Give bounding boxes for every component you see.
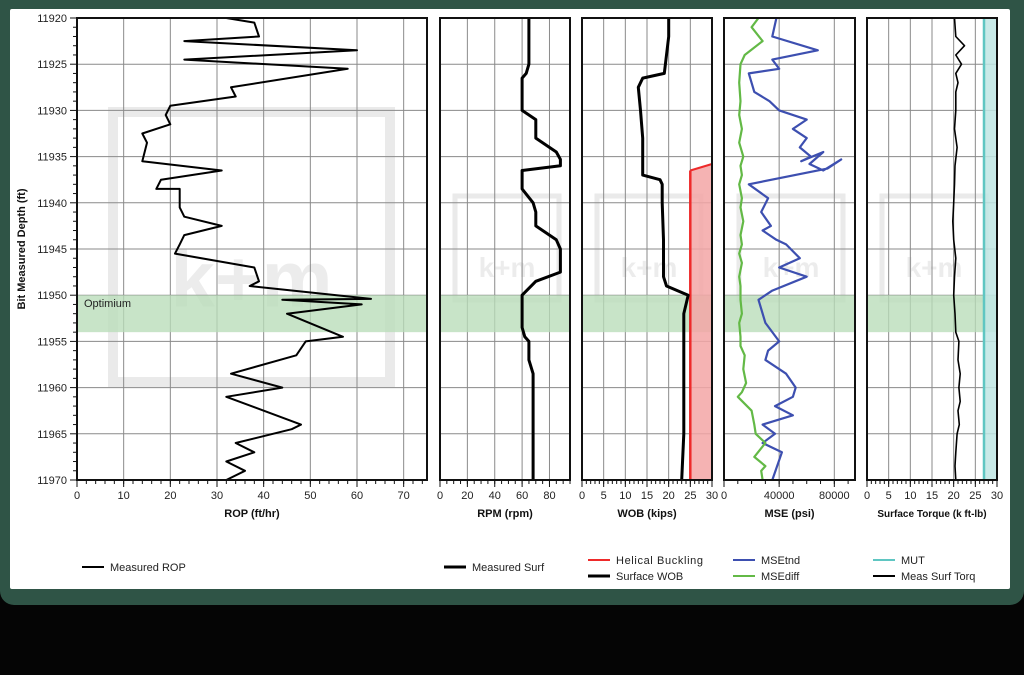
series-msetnd (747, 17, 843, 481)
x-tick-label: 10 (904, 490, 916, 502)
x-tick-label: 5 (601, 490, 607, 502)
y-tick-label: 11940 (37, 198, 67, 210)
x-axis-label-rpm: RPM (rpm) (477, 508, 533, 520)
y-tick-label: 11950 (37, 290, 67, 302)
svg-text:k+m: k+m (763, 252, 820, 283)
x-tick-label: 80000 (819, 490, 850, 502)
svg-text:MSEdiff: MSEdiff (761, 571, 800, 583)
legend-item-msediff: MSEdiff (733, 571, 800, 583)
y-axis-label: Bit Measured Depth (ft) (16, 188, 28, 309)
x-tick-label: 30 (991, 490, 1003, 502)
x-tick-label: 40 (258, 490, 270, 502)
x-tick-label: 0 (864, 490, 870, 502)
x-tick-label: 50 (304, 490, 316, 502)
y-tick-label: 11955 (37, 336, 67, 348)
x-axis-wob: 0 5 10 15 20 25 30 WOB (kips) (579, 480, 718, 520)
x-axis-torque: 0 5 10 15 20 25 30 Surface Torque (k ft-lb) (864, 480, 1003, 520)
legend-item-measured-rop: Measured ROP (82, 562, 186, 574)
x-axis-rop: 0 10 20 30 40 50 60 70 ROP (ft/hr) (74, 480, 423, 520)
x-tick-label: 30 (706, 490, 718, 502)
x-axis-label-rop: ROP (ft/hr) (224, 508, 280, 520)
x-tick-label: 0 (437, 490, 443, 502)
x-tick-label: 0 (579, 490, 585, 502)
x-axis-rpm: 0 20 40 60 80 RPM (rpm) (437, 480, 571, 520)
y-tick-label: 11935 (37, 152, 67, 164)
x-axis-label-mse: MSE (psi) (764, 508, 814, 520)
watermark-rpm: k+m (452, 193, 562, 303)
svg-text:k+m: k+m (621, 252, 678, 283)
legend-item-helical-buckling: Helical Buckling (588, 555, 703, 567)
series-measured-surf (520, 18, 562, 480)
figure-caption (0, 615, 1024, 675)
watermark-wob: k+m (594, 193, 704, 303)
x-tick-label: 30 (211, 490, 223, 502)
x-axis-mse: 0 40000 80000 MSE (psi) (721, 480, 850, 520)
x-tick-label: 80 (543, 490, 555, 502)
legend-item-mut: MUT (873, 555, 925, 567)
svg-text:Meas Surf Torq: Meas Surf Torq (901, 571, 975, 583)
legend-item-meas-surf-torq: Meas Surf Torq (873, 571, 975, 583)
plot-frame-rpm (439, 17, 571, 481)
x-axis-label-torque: Surface Torque (k ft-lb) (877, 509, 986, 520)
svg-text:Surface WOB: Surface WOB (616, 571, 683, 583)
panel-rpm (440, 18, 570, 480)
x-tick-label: 15 (641, 490, 653, 502)
watermark-torque: k+m (879, 193, 989, 303)
series-mut-fill (984, 18, 997, 480)
y-axis: 11920 11925 11930 11935 11940 11945 11950 11955… (37, 13, 77, 487)
x-tick-label: 0 (74, 490, 80, 502)
optimum-band-torque (867, 295, 997, 333)
svg-text:Measured ROP: Measured ROP (110, 562, 186, 574)
series-measured-rop (141, 17, 372, 481)
y-tick-label: 11920 (37, 13, 67, 25)
svg-text:MSEtnd: MSEtnd (761, 555, 800, 567)
y-tick-label: 11965 (37, 429, 67, 441)
svg-text:Helical Buckling: Helical Buckling (616, 555, 703, 567)
well-log-chart: k+m k+m k+m k+m k+m Optimium 0 10 20 30 40 50 60 70… (16, 13, 1003, 583)
y-tick-label: 11970 (37, 475, 67, 487)
svg-text:k+m: k+m (906, 252, 963, 283)
x-tick-label: 20 (948, 490, 960, 502)
x-tick-label: 0 (721, 490, 727, 502)
svg-text:MUT: MUT (901, 555, 925, 567)
y-tick-label: 11945 (37, 244, 67, 256)
x-tick-label: 60 (516, 490, 528, 502)
x-tick-label: 20 (663, 490, 675, 502)
panel-rop (77, 18, 427, 480)
y-tick-label: 11960 (37, 383, 67, 395)
series-meas-surf-torq (951, 17, 966, 481)
x-tick-label: 10 (118, 490, 130, 502)
panel-torque (867, 18, 997, 480)
svg-text:Measured Surf: Measured Surf (472, 562, 545, 574)
x-tick-label: 40 (489, 490, 501, 502)
optimum-band-rop (77, 295, 427, 333)
x-tick-label: 25 (969, 490, 981, 502)
series-helical-buckling-fill (690, 164, 712, 480)
legend-item-surface-wob: Surface WOB (588, 571, 683, 583)
y-tick-label: 11930 (37, 105, 67, 117)
x-tick-label: 10 (619, 490, 631, 502)
x-tick-label: 70 (398, 490, 410, 502)
svg-text:k+m: k+m (479, 252, 536, 283)
y-tick-label: 11925 (37, 59, 67, 71)
optimum-band-rpm (440, 295, 570, 333)
series-surface-wob (636, 18, 690, 481)
x-tick-label: 20 (461, 490, 473, 502)
plot-frame-mse (723, 17, 856, 481)
optimum-label: Optimium (84, 298, 131, 310)
x-tick-label: 15 (926, 490, 938, 502)
legend-item-measured-surf: Measured Surf (444, 562, 545, 574)
x-axis-label-wob: WOB (kips) (617, 508, 677, 520)
legend-item-msetnd: MSEtnd (733, 555, 800, 567)
series-msediff (736, 17, 767, 481)
x-tick-label: 60 (351, 490, 363, 502)
x-tick-label: 40000 (764, 490, 795, 502)
x-tick-label: 20 (164, 490, 176, 502)
x-tick-label: 25 (684, 490, 696, 502)
x-tick-label: 5 (886, 490, 892, 502)
optimum-band-mse (724, 295, 855, 333)
